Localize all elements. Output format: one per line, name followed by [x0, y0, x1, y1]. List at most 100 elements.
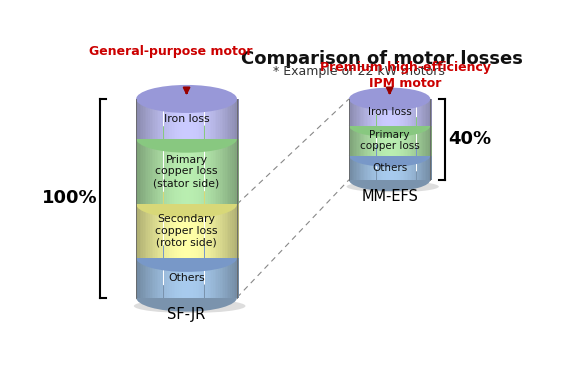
Polygon shape [356, 156, 357, 180]
Polygon shape [361, 125, 363, 156]
Polygon shape [174, 204, 175, 258]
Polygon shape [221, 99, 223, 139]
Polygon shape [160, 99, 162, 139]
Polygon shape [373, 125, 374, 156]
Polygon shape [143, 258, 145, 298]
Polygon shape [157, 99, 158, 139]
Polygon shape [212, 204, 213, 258]
Polygon shape [196, 99, 198, 139]
Polygon shape [416, 156, 418, 180]
Polygon shape [227, 139, 228, 204]
Polygon shape [411, 156, 412, 180]
Polygon shape [154, 258, 155, 298]
Text: Comparison of motor losses: Comparison of motor losses [241, 50, 523, 68]
Polygon shape [177, 99, 179, 139]
Polygon shape [172, 99, 174, 139]
Polygon shape [235, 258, 237, 298]
Polygon shape [225, 258, 227, 298]
Polygon shape [428, 99, 429, 125]
Text: Primary
copper loss: Primary copper loss [360, 130, 420, 151]
Polygon shape [181, 139, 182, 204]
Polygon shape [218, 258, 220, 298]
Polygon shape [150, 258, 152, 298]
Text: Iron loss: Iron loss [368, 107, 412, 117]
Polygon shape [429, 125, 430, 156]
Text: Others: Others [168, 273, 205, 283]
Polygon shape [412, 125, 414, 156]
Polygon shape [138, 139, 140, 204]
Polygon shape [402, 156, 404, 180]
Polygon shape [186, 139, 187, 204]
Polygon shape [162, 258, 163, 298]
Ellipse shape [349, 87, 430, 110]
Polygon shape [213, 204, 214, 258]
Polygon shape [214, 139, 216, 204]
Polygon shape [401, 125, 402, 156]
Polygon shape [155, 139, 156, 204]
Polygon shape [201, 139, 203, 204]
Polygon shape [394, 99, 396, 125]
Polygon shape [177, 204, 179, 258]
Polygon shape [232, 99, 233, 139]
Polygon shape [407, 99, 408, 125]
Polygon shape [162, 204, 163, 258]
Polygon shape [360, 99, 361, 125]
Polygon shape [237, 204, 239, 258]
Polygon shape [357, 99, 359, 125]
Polygon shape [374, 125, 375, 156]
Polygon shape [392, 125, 393, 156]
Polygon shape [423, 156, 425, 180]
Polygon shape [233, 99, 235, 139]
Polygon shape [230, 204, 232, 258]
Polygon shape [233, 139, 235, 204]
Polygon shape [181, 204, 182, 258]
Polygon shape [390, 156, 392, 180]
Polygon shape [397, 156, 398, 180]
Polygon shape [385, 125, 386, 156]
Polygon shape [174, 99, 175, 139]
Text: MM-EFS: MM-EFS [361, 189, 418, 204]
Polygon shape [412, 156, 414, 180]
Polygon shape [205, 99, 206, 139]
Polygon shape [214, 204, 216, 258]
Polygon shape [145, 258, 147, 298]
Polygon shape [221, 139, 223, 204]
Polygon shape [349, 99, 350, 125]
Polygon shape [356, 125, 357, 156]
Polygon shape [367, 156, 368, 180]
Polygon shape [415, 156, 416, 180]
Polygon shape [163, 258, 165, 298]
Polygon shape [380, 99, 381, 125]
Polygon shape [377, 125, 378, 156]
Polygon shape [396, 125, 397, 156]
Polygon shape [198, 204, 200, 258]
Polygon shape [418, 156, 419, 180]
Polygon shape [158, 139, 160, 204]
Polygon shape [425, 99, 426, 125]
Polygon shape [136, 258, 138, 298]
Polygon shape [184, 258, 186, 298]
Polygon shape [141, 99, 143, 139]
Polygon shape [152, 139, 154, 204]
Polygon shape [385, 156, 386, 180]
Polygon shape [203, 204, 205, 258]
Polygon shape [416, 99, 418, 125]
Polygon shape [175, 99, 177, 139]
Polygon shape [416, 125, 418, 156]
Polygon shape [400, 156, 401, 180]
Ellipse shape [347, 181, 439, 192]
Polygon shape [172, 258, 174, 298]
Text: Secondary
copper loss
(rotor side): Secondary copper loss (rotor side) [155, 214, 218, 248]
Polygon shape [210, 139, 211, 204]
Polygon shape [422, 99, 423, 125]
Polygon shape [405, 99, 407, 125]
Polygon shape [170, 204, 172, 258]
Polygon shape [220, 139, 221, 204]
Polygon shape [187, 258, 189, 298]
Polygon shape [382, 99, 384, 125]
Polygon shape [162, 99, 163, 139]
Polygon shape [386, 156, 388, 180]
Polygon shape [213, 258, 214, 298]
Polygon shape [375, 156, 377, 180]
Polygon shape [136, 139, 138, 204]
